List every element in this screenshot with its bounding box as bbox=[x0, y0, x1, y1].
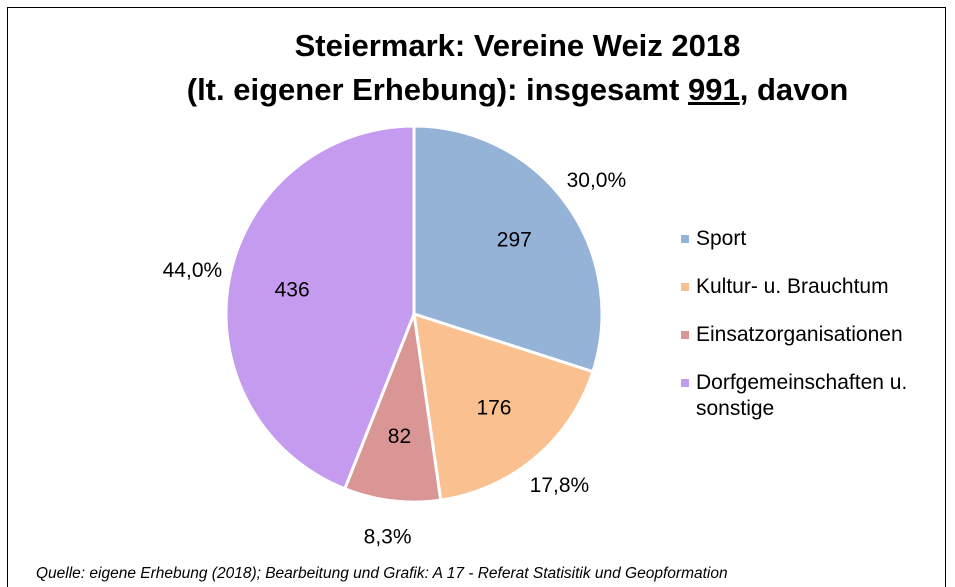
legend-swatch bbox=[681, 331, 689, 339]
value-label: 82 bbox=[388, 425, 411, 448]
value-label: 297 bbox=[497, 229, 532, 252]
legend-swatch bbox=[681, 283, 689, 291]
source-note: Quelle: eigene Erhebung (2018); Bearbeit… bbox=[36, 565, 728, 582]
title-line: (lt. eigener Erhebung): insgesamt bbox=[186, 72, 688, 107]
legend-label: Sport bbox=[696, 227, 747, 250]
legend: Sport Kultur- u. Brauchtum Einsatzorganisa… bbox=[678, 226, 945, 444]
title-line: , davon bbox=[739, 72, 849, 107]
pie-slice bbox=[224, 124, 416, 491]
chart-title: Steiermark: Vereine Weiz 2018 (lt. eigene… bbox=[8, 24, 945, 112]
legend-entry: Sport bbox=[678, 226, 945, 252]
pie-slice bbox=[412, 311, 595, 502]
legend-label: Einsatzorganisationen bbox=[696, 323, 903, 346]
legend-entry: Kultur- u. Brauchtum bbox=[678, 274, 945, 300]
value-label: 436 bbox=[275, 278, 310, 301]
percent-label: 44,0% bbox=[163, 259, 223, 282]
value-label: 176 bbox=[476, 396, 511, 419]
legend-label: Kultur- u. Brauchtum bbox=[696, 275, 889, 298]
percent-label: 8,3% bbox=[364, 526, 412, 549]
legend-swatch bbox=[681, 235, 689, 243]
legend-entry: Einsatzorganisationen bbox=[678, 322, 945, 348]
pie-chart: 297 30,0% 176 17,8% 82 8,3% 436 44,0% bbox=[163, 124, 627, 549]
percent-label: 17,8% bbox=[530, 474, 590, 497]
legend-swatch bbox=[681, 379, 689, 387]
pie-slice bbox=[412, 124, 604, 374]
pie-slice bbox=[342, 308, 443, 504]
legend-entry: Dorfgemeinschaften u. sonstige bbox=[678, 370, 945, 422]
percent-label: 30,0% bbox=[567, 169, 627, 192]
chart-frame: Steiermark: Vereine Weiz 2018 (lt. eigene… bbox=[7, 7, 946, 587]
title-total: 991 bbox=[688, 72, 740, 107]
legend-label: Dorfgemeinschaften u. sonstige bbox=[696, 371, 908, 420]
title-line: Steiermark: Vereine Weiz 2018 bbox=[294, 28, 741, 63]
